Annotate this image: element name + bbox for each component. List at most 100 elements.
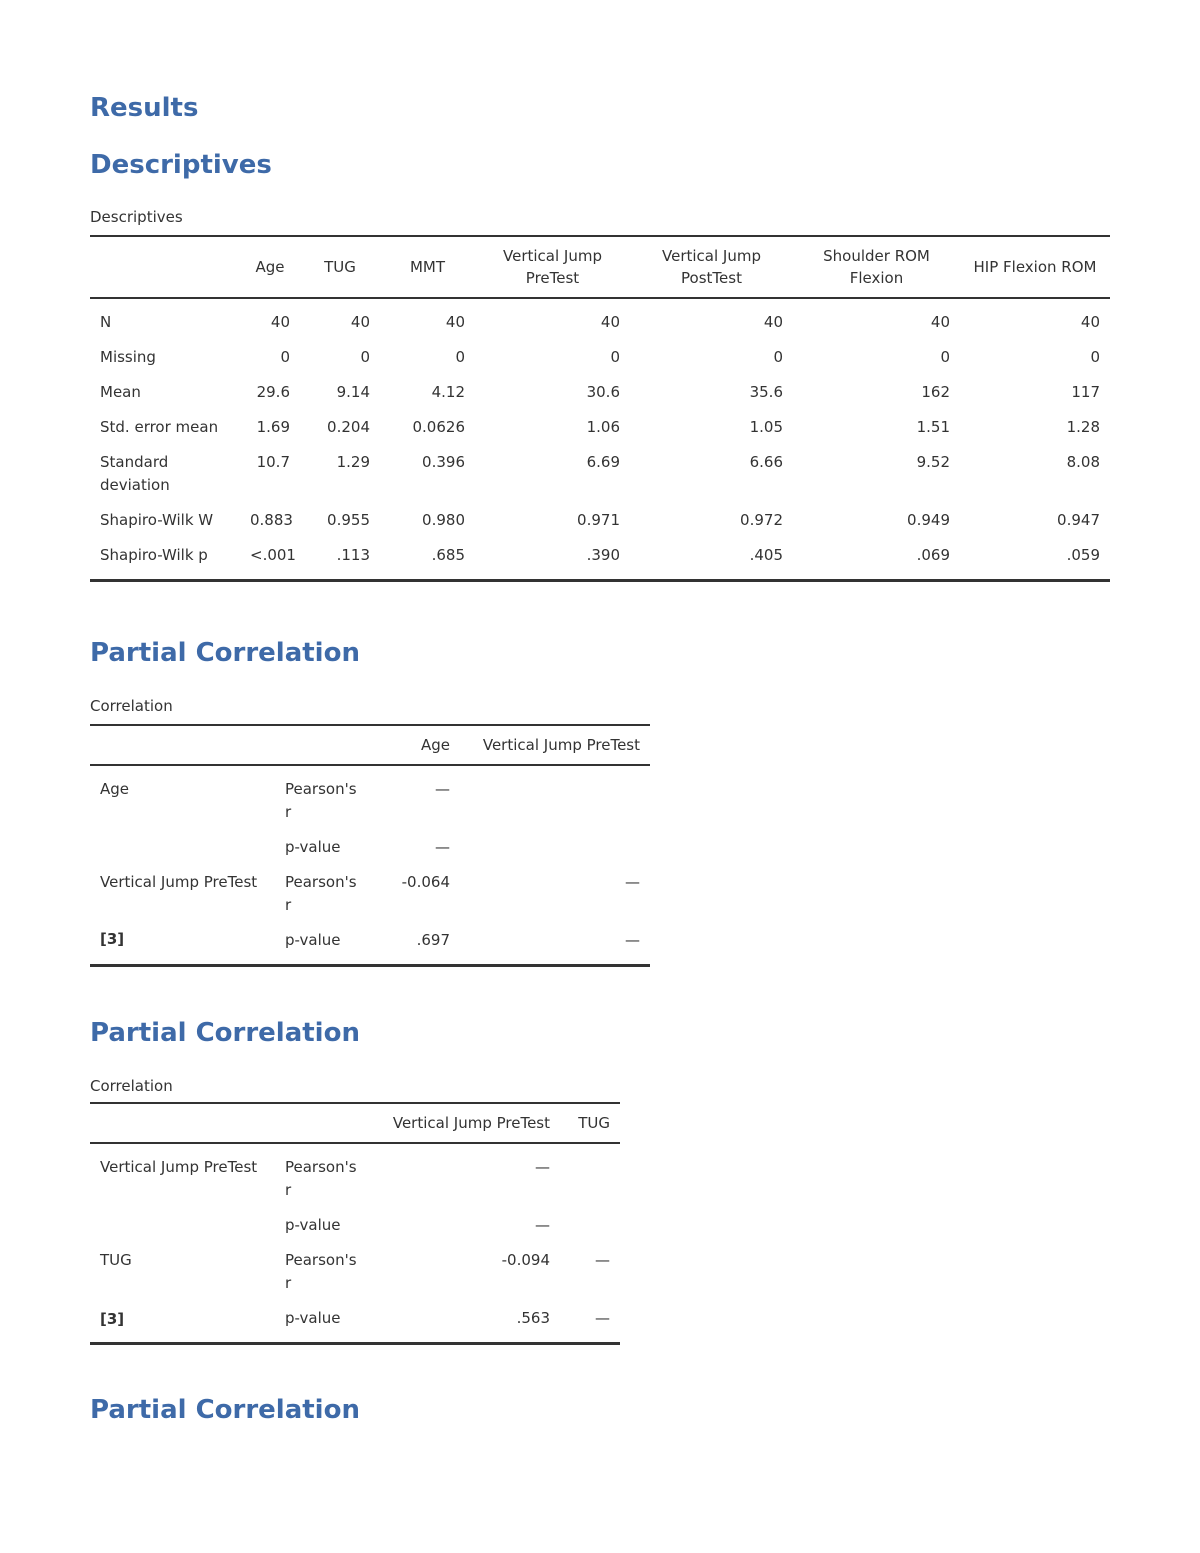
table-cell: 0 — [773, 348, 783, 366]
table-cell: — — [595, 1251, 610, 1269]
table-cell: 6.69 — [586, 453, 620, 471]
column-header: TUG — [578, 1114, 610, 1132]
table-row: Vertical Jump PreTest Pearson's r -0.064 — — [90, 865, 650, 923]
table-cell: — — [625, 873, 640, 891]
page-title: Results — [90, 93, 199, 123]
table-header: Age TUG MMT Vertical Jump PreTest Vertical J… — [90, 236, 1110, 298]
table-row: Age Pearson's r — — [90, 765, 650, 830]
table-cell: .390 — [586, 546, 620, 564]
header-row: Vertical Jump PreTest TUG — [90, 1103, 620, 1143]
table-footnote: [3] — [100, 930, 125, 948]
column-header: HIP Flexion ROM — [973, 258, 1097, 276]
table-cell: 0 — [610, 348, 620, 366]
table-cell: 0 — [1090, 348, 1100, 366]
section-heading: Partial Correlation — [90, 1018, 360, 1048]
table-cell: — — [435, 838, 450, 856]
table-row: N 40 40 40 40 40 40 40 — [90, 298, 1110, 340]
table-cell: p-value — [285, 931, 341, 949]
table-cell: 0.971 — [577, 511, 620, 529]
table-cell: 40 — [270, 313, 290, 331]
table-cell: N — [100, 313, 112, 331]
table-cell: 0.949 — [907, 511, 950, 529]
table-cell: Std. error mean — [100, 418, 219, 436]
table-cell: 0.204 — [327, 418, 370, 436]
table-cell: 1.51 — [916, 418, 950, 436]
table-cell: 0.972 — [740, 511, 783, 529]
table-row: Standard deviation 10.7 1.29 0.396 6.69 6.66 9… — [90, 445, 1110, 503]
column-header — [90, 236, 240, 298]
table-cell: -0.064 — [401, 873, 450, 891]
column-header: Vertical Jump PreTest — [392, 1114, 550, 1132]
table-cell: 1.69 — [256, 418, 290, 436]
table-cell: Pearson's r — [285, 873, 357, 914]
table-caption: Correlation — [90, 697, 173, 715]
table-cell: 8.08 — [1066, 453, 1100, 471]
table-cell: 0.396 — [422, 453, 465, 471]
table-cell: 35.6 — [749, 383, 783, 401]
data-table: Age Vertical Jump PreTest Age Pearson's r — p… — [90, 724, 650, 967]
table-row: Vertical Jump PreTest Pearson's r — — [90, 1143, 620, 1208]
table-cell: 0.883 — [250, 511, 293, 529]
table-cell: Vertical Jump PreTest — [100, 873, 258, 891]
table-cell: p-value — [285, 1309, 341, 1327]
column-header: Vertical Jump PreTest — [503, 247, 602, 287]
table-cell: 40 — [350, 313, 370, 331]
table-caption: Correlation — [90, 1077, 173, 1095]
table-cell: .113 — [336, 546, 370, 564]
table-cell: Shapiro-Wilk W — [100, 511, 214, 529]
column-header: Age — [420, 736, 450, 754]
section-heading: Descriptives — [90, 150, 272, 180]
table-cell: .697 — [416, 931, 450, 949]
table-cell — [460, 830, 650, 865]
table-cell: TUG — [100, 1251, 132, 1269]
table-cell — [90, 1208, 275, 1243]
table-cell: 29.6 — [256, 383, 290, 401]
table-cell: 30.6 — [586, 383, 620, 401]
table-row: p-value — — [90, 1208, 620, 1243]
table-cell: 0.947 — [1057, 511, 1100, 529]
column-header: Vertical Jump PostTest — [662, 247, 761, 287]
column-header — [90, 1103, 275, 1143]
data-table: Age TUG MMT Vertical Jump PreTest Vertical J… — [90, 235, 1110, 582]
table-row: Shapiro-Wilk p <.001 .113 .685 .390 .405 .069.… — [90, 538, 1110, 581]
header-row: Age TUG MMT Vertical Jump PreTest Vertical J… — [90, 236, 1110, 298]
table-cell: Pearson's r — [285, 780, 357, 821]
table-cell: 0.0626 — [412, 418, 466, 436]
table-cell: Pearson's r — [285, 1251, 357, 1292]
table-body: N 40 40 40 40 40 40 40 Missing 0 0 0 0 0 0 0 Mean 29.6 9.1… — [90, 298, 1110, 581]
table-cell: .685 — [431, 546, 465, 564]
table-cell: 6.66 — [749, 453, 783, 471]
table-row: Missing 0 0 0 0 0 0 0 — [90, 340, 1110, 375]
table-row: p-value .563 — — [90, 1301, 620, 1344]
table-cell: 162 — [921, 383, 950, 401]
table-cell: 40 — [763, 313, 783, 331]
column-header: MMT — [409, 258, 446, 276]
table-row: Shapiro-Wilk W 0.883 0.955 0.980 0.971 0.972 0… — [90, 503, 1110, 538]
table-cell: Standard deviation — [100, 453, 170, 494]
table-cell: 1.06 — [586, 418, 620, 436]
table-cell: 40 — [445, 313, 465, 331]
column-header: TUG — [324, 258, 356, 276]
column-header — [275, 725, 375, 765]
table-body: Vertical Jump PreTest Pearson's r — p-value… — [90, 1143, 620, 1344]
table-cell: 1.05 — [749, 418, 783, 436]
table-cell: .405 — [749, 546, 783, 564]
column-header: Shoulder ROM Flexion — [823, 247, 930, 287]
table-cell — [460, 765, 650, 830]
table-cell: — — [535, 1216, 550, 1234]
column-header — [90, 725, 275, 765]
table-cell: <.001 — [250, 546, 296, 564]
table-header: Vertical Jump PreTest TUG — [90, 1103, 620, 1143]
table-cell — [560, 1208, 620, 1243]
table-cell: 4.12 — [431, 383, 465, 401]
table-cell: .059 — [1066, 546, 1100, 564]
table-cell: 40 — [600, 313, 620, 331]
table-footnote: [3] — [100, 1310, 125, 1328]
table-cell: Mean — [100, 383, 141, 401]
column-header — [275, 1103, 375, 1143]
table-cell: Vertical Jump PreTest — [100, 1158, 258, 1176]
column-header: Vertical Jump PreTest — [482, 736, 640, 754]
table-cell: .563 — [516, 1309, 550, 1327]
table-cell: 9.14 — [336, 383, 370, 401]
